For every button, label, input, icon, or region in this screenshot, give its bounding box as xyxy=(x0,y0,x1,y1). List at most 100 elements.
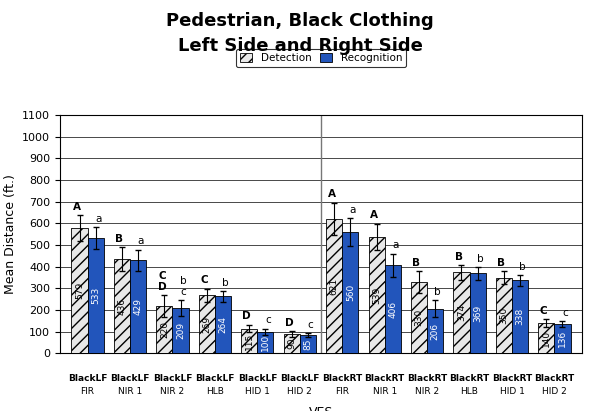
Text: A: A xyxy=(328,189,335,199)
Bar xyxy=(199,295,215,353)
Text: BlackLF: BlackLF xyxy=(238,374,277,383)
Text: BlackRT: BlackRT xyxy=(407,374,447,383)
Text: 264: 264 xyxy=(218,316,227,333)
Text: FIR: FIR xyxy=(80,387,95,396)
Text: 209: 209 xyxy=(176,322,185,339)
Legend: Detection, Recognition: Detection, Recognition xyxy=(236,49,406,67)
Bar xyxy=(71,228,88,353)
Text: 429: 429 xyxy=(134,298,143,316)
Text: D: D xyxy=(242,312,251,321)
Bar xyxy=(257,332,274,353)
Text: VES: VES xyxy=(309,406,333,411)
Bar xyxy=(342,232,358,353)
Bar xyxy=(300,335,316,353)
Text: NIR 2: NIR 2 xyxy=(160,387,185,396)
Bar xyxy=(368,237,385,353)
Text: c: c xyxy=(265,315,271,325)
Text: 90: 90 xyxy=(287,338,296,349)
Bar xyxy=(411,282,427,353)
Text: HID 1: HID 1 xyxy=(245,387,270,396)
Y-axis label: Mean Distance (ft.): Mean Distance (ft.) xyxy=(4,174,17,294)
Text: C: C xyxy=(540,306,548,316)
Text: NIR 2: NIR 2 xyxy=(415,387,439,396)
Text: 136: 136 xyxy=(558,330,567,347)
Text: 269: 269 xyxy=(202,316,211,333)
Text: b: b xyxy=(434,287,441,297)
Text: 369: 369 xyxy=(473,305,482,322)
Text: c: c xyxy=(308,320,313,330)
Text: b
c: b c xyxy=(180,276,187,297)
Bar xyxy=(241,328,257,353)
Text: 140: 140 xyxy=(542,330,551,347)
Text: Pedestrian, Black Clothing: Pedestrian, Black Clothing xyxy=(166,12,434,30)
Bar xyxy=(554,324,571,353)
Text: A: A xyxy=(370,210,378,220)
Text: c: c xyxy=(562,308,568,318)
Text: A: A xyxy=(73,202,81,212)
Bar xyxy=(427,309,443,353)
Text: BlackRT: BlackRT xyxy=(534,374,575,383)
Text: 206: 206 xyxy=(431,323,440,340)
Text: NIR 1: NIR 1 xyxy=(373,387,397,396)
Text: 115: 115 xyxy=(245,332,254,350)
Text: HLB: HLB xyxy=(461,387,478,396)
Text: 330: 330 xyxy=(415,309,424,326)
Text: 406: 406 xyxy=(388,301,397,318)
Bar xyxy=(496,277,512,353)
Text: BlackLF: BlackLF xyxy=(195,374,235,383)
Text: 350: 350 xyxy=(499,307,508,324)
Text: 338: 338 xyxy=(515,308,524,326)
Text: BlackLF: BlackLF xyxy=(110,374,150,383)
Text: BlackLF: BlackLF xyxy=(68,374,107,383)
Bar xyxy=(538,323,554,353)
Text: b: b xyxy=(222,277,229,288)
Text: C
D: C D xyxy=(158,271,166,292)
Text: 374: 374 xyxy=(457,305,466,321)
Text: NIR 1: NIR 1 xyxy=(118,387,142,396)
Text: BlackRT: BlackRT xyxy=(322,374,362,383)
Bar xyxy=(385,266,401,353)
Bar xyxy=(114,259,130,353)
Bar xyxy=(512,280,528,353)
Bar xyxy=(326,219,342,353)
Text: a: a xyxy=(392,240,398,250)
Text: 85: 85 xyxy=(304,339,313,350)
Bar xyxy=(454,272,470,353)
Text: HID 2: HID 2 xyxy=(287,387,312,396)
Text: B: B xyxy=(412,258,421,268)
Bar xyxy=(88,238,104,353)
Text: BlackRT: BlackRT xyxy=(492,374,532,383)
Bar xyxy=(172,308,188,353)
Text: a: a xyxy=(95,214,101,224)
Text: B: B xyxy=(497,258,505,268)
Text: b: b xyxy=(519,261,526,272)
Text: 220: 220 xyxy=(160,321,169,338)
Text: FIR: FIR xyxy=(335,387,349,396)
Bar xyxy=(130,261,146,353)
Text: 100: 100 xyxy=(261,334,270,351)
Text: 533: 533 xyxy=(91,287,100,304)
Text: 436: 436 xyxy=(118,298,127,315)
Text: 621: 621 xyxy=(329,277,338,295)
Text: BlackRT: BlackRT xyxy=(365,374,405,383)
Text: 539: 539 xyxy=(372,286,381,304)
Bar xyxy=(284,334,300,353)
Text: B: B xyxy=(115,234,124,244)
Text: BlackLF: BlackLF xyxy=(153,374,192,383)
Text: B: B xyxy=(455,252,463,261)
Bar xyxy=(157,306,172,353)
Text: a: a xyxy=(137,236,144,247)
Text: a: a xyxy=(350,205,356,215)
Text: D: D xyxy=(285,318,293,328)
Text: C: C xyxy=(200,275,208,285)
Text: Left Side and Right Side: Left Side and Right Side xyxy=(178,37,422,55)
Text: HID 1: HID 1 xyxy=(500,387,524,396)
Bar xyxy=(470,273,485,353)
Bar xyxy=(215,296,231,353)
Text: b: b xyxy=(477,254,484,264)
Text: BlackRT: BlackRT xyxy=(449,374,490,383)
Text: HLB: HLB xyxy=(206,387,224,396)
Text: HID 2: HID 2 xyxy=(542,387,567,396)
Text: 579: 579 xyxy=(75,282,84,299)
Text: BlackLF: BlackLF xyxy=(280,374,319,383)
